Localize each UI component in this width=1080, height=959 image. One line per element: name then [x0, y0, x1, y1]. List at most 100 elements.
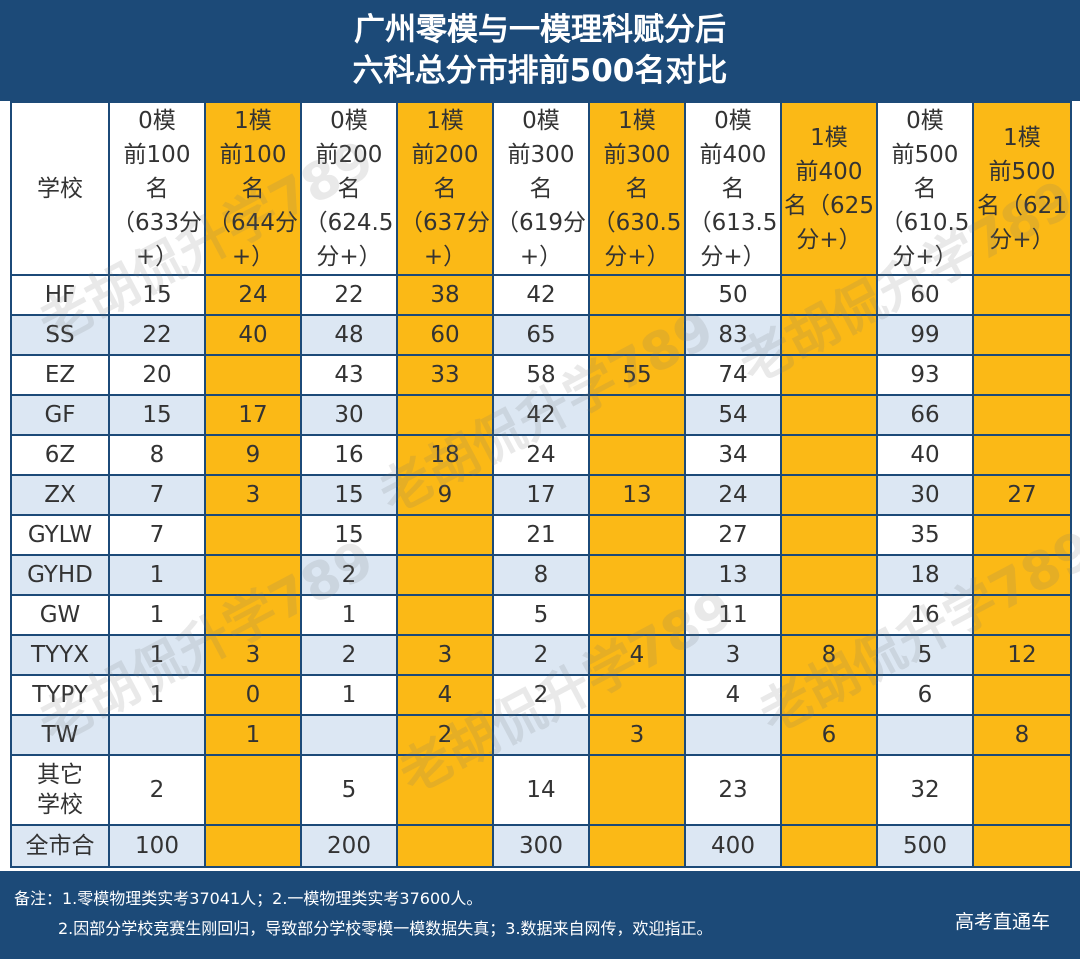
table-cell: 30 — [300, 394, 398, 436]
school-name: GYLW — [10, 514, 110, 556]
header-label: 1模 前300 名 （630.5 分+） — [592, 107, 682, 270]
table-cell — [780, 394, 878, 436]
school-name: HF — [10, 274, 110, 316]
table-cell: 1 — [108, 554, 206, 596]
header-row: 学校 0模 前100 名 （633分 +） 1模 前100 名 （644分 +） 0模… — [10, 101, 1072, 276]
header-cell: 1模 前100 名 （644分 +） — [204, 101, 302, 276]
table-cell: 27 — [684, 514, 782, 556]
table-row: GYLW 7 15 21 27 35 — [10, 514, 1072, 556]
table-row: 其它 学校 2 5 14 23 32 — [10, 754, 1072, 826]
table-cell: 8 — [108, 434, 206, 476]
table-cell: 14 — [492, 754, 590, 826]
table-cell — [588, 394, 686, 436]
table-cell — [588, 514, 686, 556]
table-cell — [972, 554, 1072, 596]
table-cell: 4 — [396, 674, 494, 716]
table-row: GF 15 17 30 42 54 66 — [10, 394, 1072, 436]
table-cell — [780, 554, 878, 596]
table-cell: 2 — [300, 554, 398, 596]
table-cell: 13 — [588, 474, 686, 516]
table-cell: 21 — [492, 514, 590, 556]
table-cell: 12 — [972, 634, 1072, 676]
school-name: 其它 学校 — [10, 754, 110, 826]
footer-notes: 备注：1.零模物理类实考37041人；2.一模物理类实考37600人。 2.因部… — [0, 871, 1080, 959]
table-cell: 48 — [300, 314, 398, 356]
table-cell: 300 — [492, 824, 590, 868]
school-name: 全市合 — [10, 824, 110, 868]
school-name: SS — [10, 314, 110, 356]
table-cell: 24 — [684, 474, 782, 516]
table-cell: 3 — [684, 634, 782, 676]
table-cell — [396, 394, 494, 436]
table-cell: 22 — [108, 314, 206, 356]
table-row: ZX 7 3 15 9 17 13 24 30 27 — [10, 474, 1072, 516]
table-cell: 6 — [876, 674, 974, 716]
table-cell: 38 — [396, 274, 494, 316]
table-cell: 3 — [204, 474, 302, 516]
table-cell: 40 — [876, 434, 974, 476]
table-cell: 5 — [300, 754, 398, 826]
table-cell: 83 — [684, 314, 782, 356]
table-cell: 8 — [780, 634, 878, 676]
table-cell — [396, 554, 494, 596]
table-cell — [300, 714, 398, 756]
table-cell — [588, 754, 686, 826]
table-cell — [972, 434, 1072, 476]
header-cell: 1模 前400 名（625 分+） — [780, 101, 878, 276]
table-cell — [972, 594, 1072, 636]
table-row: SS 22 40 48 60 65 83 99 — [10, 314, 1072, 356]
table-row: GW 1 1 5 11 16 — [10, 594, 1072, 636]
table-cell — [972, 274, 1072, 316]
table-cell — [396, 824, 494, 868]
table-row: TYPY 1 0 1 4 2 4 6 — [10, 674, 1072, 716]
table-cell — [780, 594, 878, 636]
table-cell: 20 — [108, 354, 206, 396]
table-cell — [972, 754, 1072, 826]
table-cell — [204, 554, 302, 596]
table-cell: 9 — [396, 474, 494, 516]
table-cell: 7 — [108, 514, 206, 556]
table-cell — [780, 354, 878, 396]
table-cell: 4 — [684, 674, 782, 716]
table-row: 全市合 100 200 300 400 500 — [10, 824, 1072, 868]
school-name: GF — [10, 394, 110, 436]
table-cell: 200 — [300, 824, 398, 868]
table-cell: 42 — [492, 394, 590, 436]
table-cell: 3 — [588, 714, 686, 756]
table-cell — [972, 314, 1072, 356]
table-cell: 1 — [300, 674, 398, 716]
header-cell: 1模 前500 名（621 分+） — [972, 101, 1072, 276]
table-cell — [396, 514, 494, 556]
table-cell: 18 — [396, 434, 494, 476]
table-cell: 55 — [588, 354, 686, 396]
table-cell — [972, 354, 1072, 396]
note-line-1: 备注：1.零模物理类实考37041人；2.一模物理类实考37600人。 — [14, 889, 483, 908]
title-line-2: 六科总分市排前500名对比 — [352, 53, 728, 89]
table-cell: 3 — [204, 634, 302, 676]
note-line-2: 2.因部分学校竞赛生刚回归，导致部分学校零模一模数据失真；3.数据来自网传，欢迎… — [58, 919, 713, 938]
header-label: 0模 前500 名 （610.5 分+） — [880, 107, 970, 270]
school-name: TW — [10, 714, 110, 756]
table-cell: 1 — [204, 714, 302, 756]
table-cell: 15 — [108, 274, 206, 316]
table-cell — [588, 824, 686, 868]
table-cell: 42 — [492, 274, 590, 316]
table-cell: 15 — [108, 394, 206, 436]
table-row: TYYX 1 3 2 3 2 4 3 8 5 12 — [10, 634, 1072, 676]
table-cell: 66 — [876, 394, 974, 436]
table-cell — [972, 674, 1072, 716]
table-row: 6Z 8 9 16 18 24 34 40 — [10, 434, 1072, 476]
table-cell: 2 — [108, 754, 206, 826]
school-name: TYYX — [10, 634, 110, 676]
school-name: 6Z — [10, 434, 110, 476]
table-cell: 15 — [300, 474, 398, 516]
table-cell: 2 — [396, 714, 494, 756]
header-label: 1模 前100 名 （644分 +） — [208, 107, 298, 270]
page-title: 广州零模与一模理科赋分后 六科总分市排前500名对比 — [0, 0, 1080, 101]
table-cell: 17 — [492, 474, 590, 516]
table-cell: 18 — [876, 554, 974, 596]
table-cell: 5 — [492, 594, 590, 636]
table-cell: 33 — [396, 354, 494, 396]
table-cell: 32 — [876, 754, 974, 826]
table-cell — [780, 514, 878, 556]
